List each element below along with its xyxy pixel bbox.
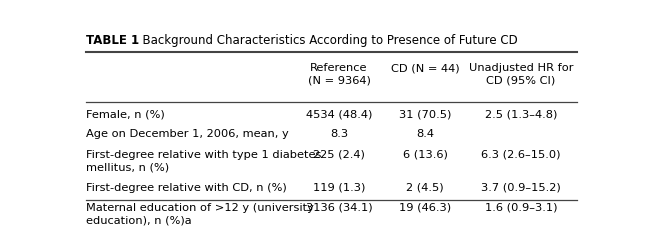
Text: 225 (2.4): 225 (2.4) [313,149,365,159]
Text: 19 (46.3): 19 (46.3) [399,202,451,212]
Text: CD (N = 44): CD (N = 44) [391,63,459,73]
Text: Reference
(N = 9364): Reference (N = 9364) [307,63,370,85]
Text: 2.5 (1.3–4.8): 2.5 (1.3–4.8) [485,109,557,119]
Text: 2 (4.5): 2 (4.5) [406,182,444,192]
Text: 4534 (48.4): 4534 (48.4) [306,109,372,119]
Text: Unadjusted HR for
CD (95% CI): Unadjusted HR for CD (95% CI) [468,63,573,85]
Text: 119 (1.3): 119 (1.3) [313,182,365,192]
Text: 8.4: 8.4 [416,129,434,139]
Text: 8.3: 8.3 [330,129,348,139]
Text: Background Characteristics According to Presence of Future CD: Background Characteristics According to … [135,34,518,46]
Text: Age on December 1, 2006, mean, y: Age on December 1, 2006, mean, y [86,129,289,139]
Text: Female, n (%): Female, n (%) [86,109,164,119]
Text: 6 (13.6): 6 (13.6) [402,149,447,159]
Text: 3136 (34.1): 3136 (34.1) [305,202,372,212]
Text: TABLE 1: TABLE 1 [86,34,139,46]
Text: 3.7 (0.9–15.2): 3.7 (0.9–15.2) [481,182,561,192]
Text: Maternal education of >12 y (university
education), n (%)a: Maternal education of >12 y (university … [86,202,314,224]
Text: 6.3 (2.6–15.0): 6.3 (2.6–15.0) [481,149,560,159]
Text: 1.6 (0.9–3.1): 1.6 (0.9–3.1) [485,202,557,212]
Text: 31 (70.5): 31 (70.5) [399,109,451,119]
Text: First-degree relative with type 1 diabetes
mellitus, n (%): First-degree relative with type 1 diabet… [86,149,322,172]
Text: First-degree relative with CD, n (%): First-degree relative with CD, n (%) [86,182,287,192]
